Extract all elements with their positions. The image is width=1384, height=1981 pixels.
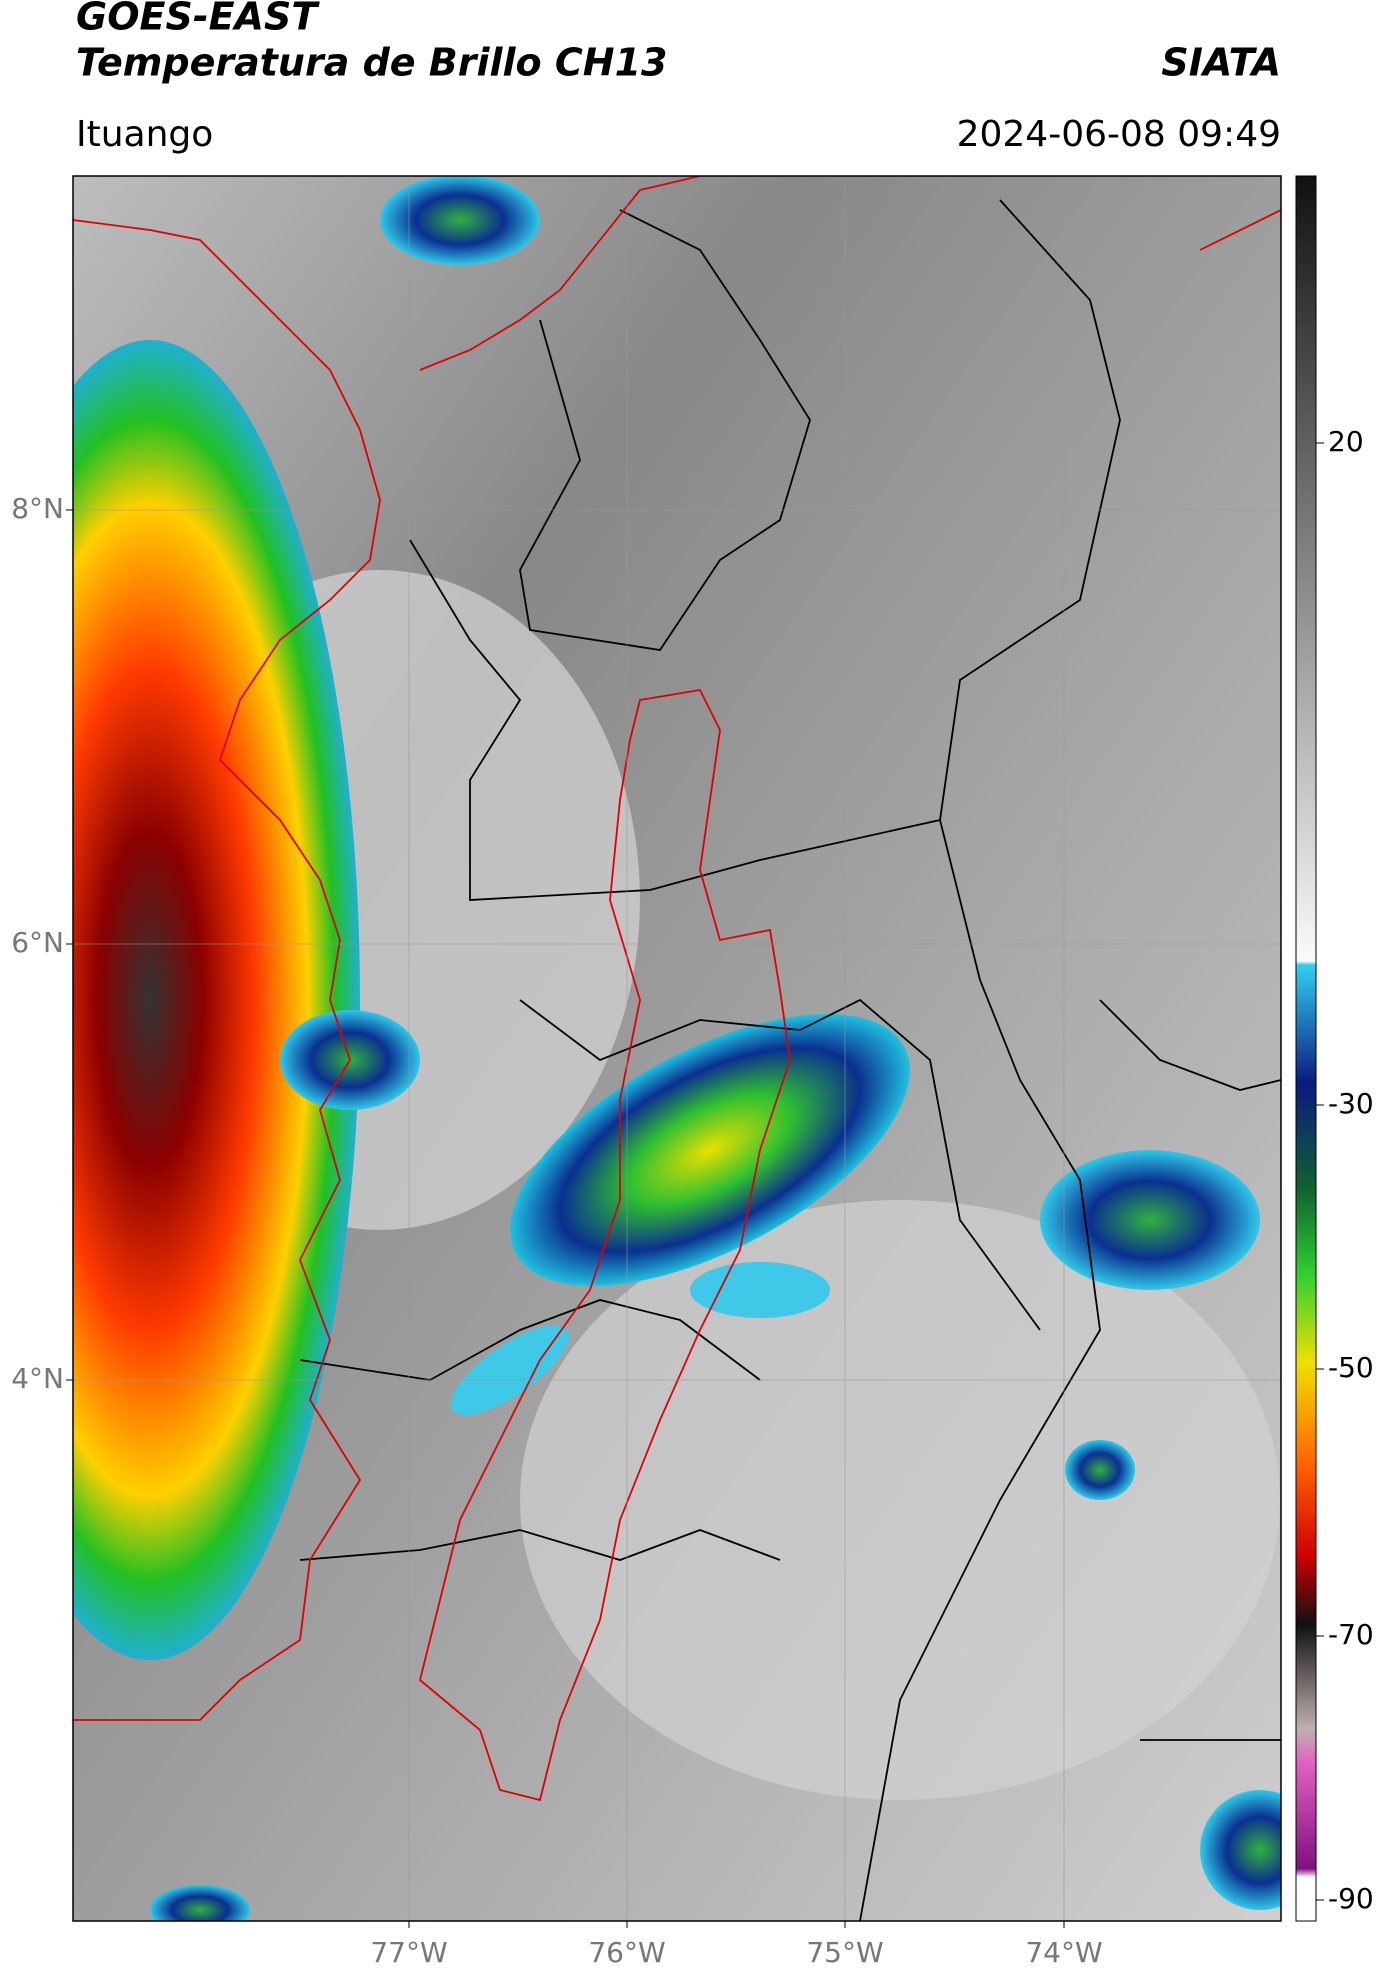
- colorbar: [1295, 175, 1317, 1922]
- colorbar-label: -90: [1328, 1882, 1374, 1915]
- datetime: 2024-06-08 09:49: [957, 114, 1281, 155]
- lon-label: 76°W: [588, 1936, 665, 1969]
- lon-label: 74°W: [1025, 1936, 1102, 1969]
- brand: SIATA: [1161, 41, 1281, 85]
- lon-label: 75°W: [806, 1936, 883, 1969]
- title: GOES-EAST: [76, 0, 320, 39]
- colorbar-label: -30: [1328, 1087, 1374, 1120]
- subtitle: Temperatura de Brillo CH13: [76, 41, 667, 85]
- lon-label: 77°W: [370, 1936, 447, 1969]
- lat-label: 4°N: [11, 1362, 64, 1395]
- map-frame: [72, 175, 1282, 1922]
- satellite-image: [73, 176, 1281, 1921]
- colorbar-label: -70: [1328, 1618, 1374, 1651]
- colorbar-label: 20: [1328, 425, 1364, 458]
- colorbar-label: -50: [1328, 1351, 1374, 1384]
- lat-label: 6°N: [11, 926, 64, 959]
- location: Ituango: [76, 114, 213, 155]
- lat-label: 8°N: [11, 492, 64, 525]
